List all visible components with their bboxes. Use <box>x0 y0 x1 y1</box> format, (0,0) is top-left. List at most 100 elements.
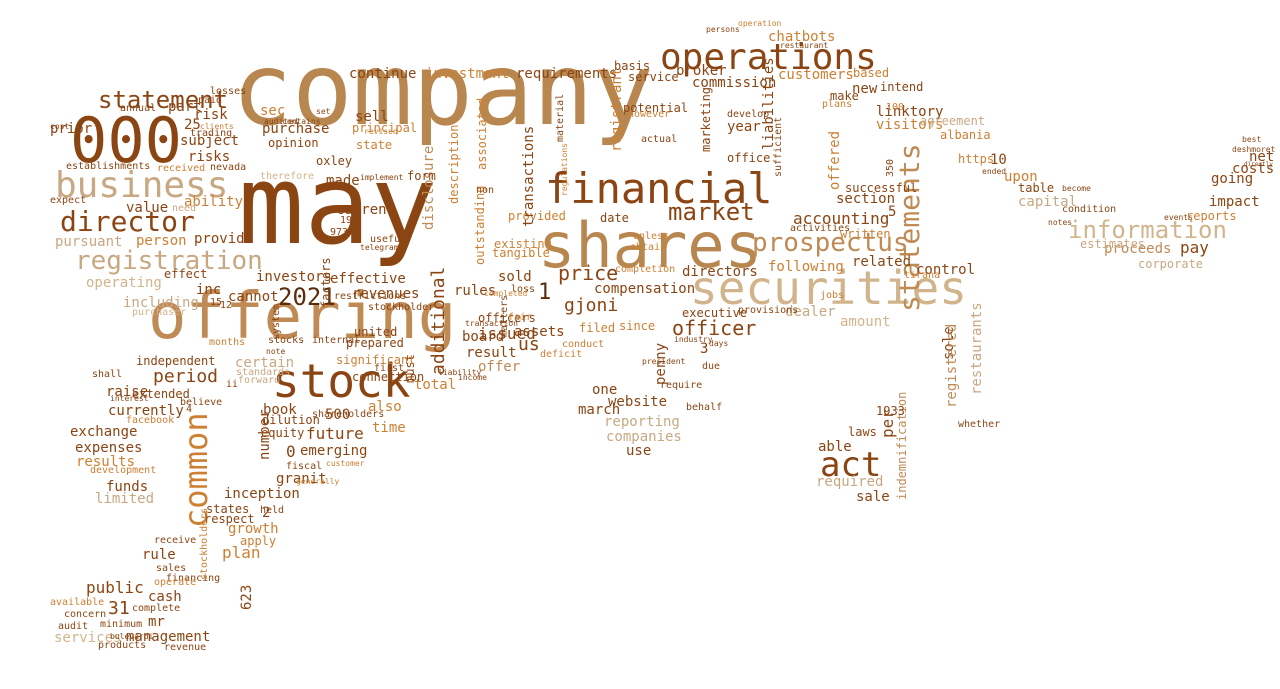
cloud-word: fair <box>508 312 533 323</box>
cloud-word: result <box>466 345 517 361</box>
cloud-word: president <box>642 357 686 366</box>
cloud-word: business <box>55 165 229 206</box>
cloud-word: period <box>153 366 219 387</box>
cloud-word: going <box>1211 171 1254 187</box>
cloud-word: market <box>668 198 755 226</box>
cloud-word: successful <box>845 181 918 195</box>
cloud-word: prospectus <box>752 228 909 258</box>
cloud-word: system <box>271 303 282 340</box>
cloud-word: operating <box>86 275 162 291</box>
cloud-word: stockholders <box>199 507 210 580</box>
cloud-word: form <box>407 169 436 183</box>
cloud-word: outstanding <box>473 185 487 265</box>
cloud-word: received <box>157 163 206 174</box>
cloud-word: whether <box>958 419 1001 430</box>
cloud-word: require <box>660 380 703 391</box>
cloud-word: marketing <box>699 86 713 152</box>
cloud-word: behalf <box>686 402 723 413</box>
cloud-word: office <box>727 151 771 165</box>
cloud-word: intend <box>880 80 924 94</box>
cloud-word: liability <box>438 368 482 377</box>
cloud-word: laws <box>848 425 877 439</box>
cloud-word: 1933 <box>876 404 905 418</box>
cloud-word: estimates <box>1080 237 1146 251</box>
cloud-word: companies <box>606 429 682 445</box>
cloud-word: service <box>628 70 679 84</box>
cloud-word: develop <box>727 109 770 120</box>
cloud-word: board <box>462 329 505 345</box>
cloud-word: obtain <box>630 242 667 253</box>
cloud-word: plan <box>222 543 261 562</box>
cloud-word: ended <box>982 167 1007 176</box>
cloud-word: costs <box>1232 161 1275 177</box>
cloud-word: regulations <box>560 143 569 196</box>
cloud-word: operation <box>738 19 782 28</box>
cloud-word: 5 <box>888 204 897 220</box>
cloud-word: price <box>558 261 619 285</box>
cloud-word: audit <box>58 621 89 632</box>
cloud-word: associated <box>475 97 489 170</box>
cloud-word: actual <box>641 134 678 145</box>
cloud-word: note <box>266 347 286 356</box>
cloud-word: investment <box>425 66 510 82</box>
cloud-word: believe <box>180 397 223 408</box>
cloud-word: due <box>702 361 721 372</box>
cloud-word: financing <box>166 573 221 584</box>
cloud-word: conduct <box>562 339 605 350</box>
cloud-word: 4 <box>186 404 193 415</box>
cloud-word: written <box>840 227 891 241</box>
cloud-word: stock <box>272 354 411 408</box>
cloud-word: restaurant <box>780 41 829 50</box>
cloud-word: however <box>628 109 671 120</box>
cloud-word: stockholder <box>368 302 435 313</box>
cloud-word: best <box>1242 135 1262 144</box>
cloud-word: requirements <box>516 66 618 82</box>
cloud-word: extended <box>132 387 190 401</box>
cloud-word: shall <box>92 369 123 380</box>
cloud-word: officer <box>672 316 757 340</box>
cloud-word: revised <box>364 127 398 136</box>
cloud-word: inception <box>224 486 300 502</box>
cloud-word: directly <box>1244 161 1273 168</box>
cloud-word: concern <box>64 609 107 620</box>
cloud-word: effective <box>330 271 406 287</box>
cloud-word: broker <box>676 63 727 79</box>
cloud-word: tirana <box>904 270 941 281</box>
cloud-word: table <box>1018 181 1055 195</box>
cloud-word: additional <box>428 266 449 375</box>
cloud-word: deficit <box>540 349 583 360</box>
cloud-word: unless <box>633 231 670 242</box>
cloud-word: use <box>626 443 652 459</box>
cloud-word: stocks <box>268 335 305 346</box>
cloud-word: exchange <box>70 424 138 440</box>
cloud-word: united <box>354 325 398 339</box>
cloud-word: risk <box>194 107 228 123</box>
cloud-word: products <box>98 640 147 651</box>
cloud-word: months <box>209 337 246 348</box>
cloud-word: directors <box>682 264 758 280</box>
cloud-word: effect <box>164 267 208 281</box>
cloud-word: section <box>836 191 896 207</box>
cloud-word: information <box>1068 216 1227 244</box>
cloud-word: shareholders <box>312 409 385 420</box>
cloud-word: implement <box>360 173 404 182</box>
cloud-word: jobs <box>820 290 845 301</box>
cloud-word: issued <box>478 324 536 343</box>
cloud-word: made <box>326 173 360 189</box>
cloud-word: subject <box>180 133 240 149</box>
cloud-word: management <box>126 629 211 645</box>
cloud-word: ii <box>226 379 239 390</box>
cloud-word: expenses <box>75 440 143 456</box>
cloud-word: time <box>372 420 406 436</box>
cloud-word: growth <box>228 521 279 537</box>
cloud-word: cost <box>50 122 70 131</box>
cloud-word: compensation <box>594 281 696 297</box>
cloud-word: fiscal <box>286 461 323 472</box>
cloud-word: registered <box>944 323 960 408</box>
cloud-word: 10 <box>990 152 1007 168</box>
cloud-word: dealer <box>785 304 836 320</box>
cloud-word: plans <box>822 99 853 110</box>
cloud-word: commission <box>692 75 777 91</box>
cloud-word: material <box>555 93 566 142</box>
cloud-word: officers <box>478 311 536 325</box>
